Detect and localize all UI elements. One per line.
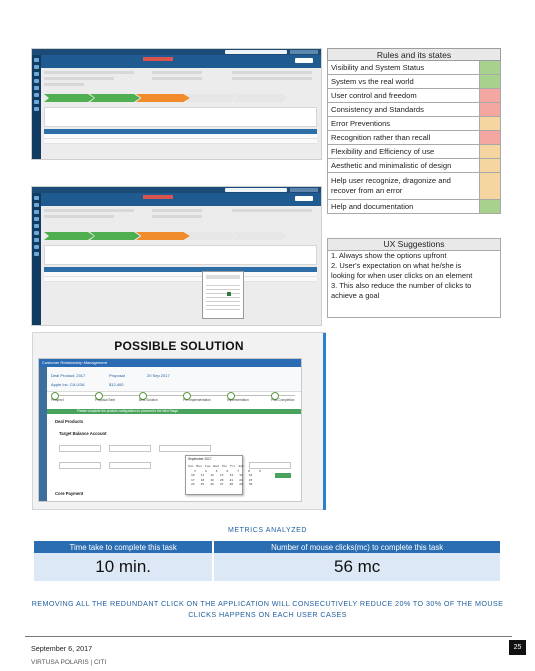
stage-path[interactable] xyxy=(44,232,311,240)
path-step[interactable]: Implementation xyxy=(227,398,249,402)
record-stage: Proposal xyxy=(109,373,125,378)
metrics-title: METRICS ANALYZED xyxy=(227,527,308,534)
crm-record-header: Deal Product, 2017 Apple Inc. CA USA Pro… xyxy=(47,367,301,392)
crm-sidebar xyxy=(39,367,47,501)
calendar-grid[interactable]: Sun Mon Tue Wed Thu Fri Sat 3 4 5 6 7 8 … xyxy=(188,464,261,486)
error-banner xyxy=(143,57,173,61)
crm-app-title: Customer Relationship Management xyxy=(42,360,107,365)
footer-date: September 6, 2017 xyxy=(31,644,93,653)
rule-label: Consistency and Standards xyxy=(327,102,480,117)
path-step[interactable]: Proposal Sent xyxy=(95,398,116,402)
rule-state-swatch xyxy=(479,74,501,89)
rule-state-swatch xyxy=(479,60,501,75)
rule-state-swatch xyxy=(479,130,501,145)
metrics-note: REMOVING ALL THE REDUNDANT CLICK ON THE … xyxy=(31,599,504,619)
crm-topbar: Customer Relationship Management xyxy=(39,359,301,367)
rule-label: Aesthetic and minimalistic of design xyxy=(327,158,480,173)
text-field[interactable] xyxy=(59,462,101,469)
section-target-balance: Target Balance Account xyxy=(59,431,107,436)
app-topbar xyxy=(32,49,321,55)
rule-state-swatch xyxy=(479,144,501,159)
date-field[interactable] xyxy=(159,445,211,452)
rule-label: Visibility and System Status xyxy=(327,60,480,75)
ux-suggestion-line: looking for when user clicks on an eleme… xyxy=(331,271,473,280)
metric-value-clicks: 56 mc xyxy=(213,553,500,581)
ux-suggestion-line: 1. Always show the options upfront xyxy=(331,251,447,260)
record-account[interactable]: Apple Inc. CA USA xyxy=(51,382,85,387)
info-banner-text: Please complete the product configuratio… xyxy=(77,409,179,413)
calendar-month: September 2017 xyxy=(188,457,212,461)
metric-header-time: Time take to complete this task xyxy=(34,541,215,553)
stage-path[interactable]: Prospect Proposal Sent Best Solution Pre… xyxy=(51,392,295,402)
solution-title: POSSIBLE SOLUTION xyxy=(114,339,244,353)
record-action-button[interactable] xyxy=(295,196,313,201)
rule-state-swatch xyxy=(479,158,501,173)
footer-company: VIRTUSA POLARIS | CITI xyxy=(31,659,107,666)
rule-label: System vs the real world xyxy=(327,74,480,89)
record-name[interactable]: Deal Product, 2017 xyxy=(51,373,86,378)
text-field[interactable] xyxy=(249,462,291,469)
footer-divider xyxy=(25,636,512,637)
rule-label: User control and freedom xyxy=(327,88,480,103)
section-deal-products: Deal Products xyxy=(55,419,84,424)
calendar-popup[interactable]: September 2017 Sun Mon Tue Wed Thu Fri S… xyxy=(185,455,261,495)
ux-suggestions-header: UX Suggestions xyxy=(328,239,500,251)
info-banner: Please complete the product configuratio… xyxy=(47,409,301,414)
rule-state-swatch xyxy=(479,199,501,214)
rule-label: Help and documentation xyxy=(327,199,480,214)
record-amount: $12,400 xyxy=(109,382,124,387)
rule-state-swatch xyxy=(479,172,501,200)
path-step[interactable]: Post Completion xyxy=(271,398,295,402)
toolbar-icons[interactable] xyxy=(290,50,318,54)
metric-value-time: 10 min. xyxy=(34,553,215,581)
search-input[interactable] xyxy=(225,50,287,54)
ux-suggestion-line: achieve a goal xyxy=(331,291,380,300)
search-input[interactable] xyxy=(225,188,287,192)
path-step[interactable]: Prospect xyxy=(51,398,64,402)
path-step[interactable]: Pre-Implementation xyxy=(183,398,211,402)
record-close-date: 20 Sep 2017 xyxy=(147,373,170,378)
rule-state-swatch xyxy=(479,116,501,131)
dropdown-field[interactable] xyxy=(109,445,151,452)
screenshot-before-1 xyxy=(31,48,322,160)
rule-label: Help user recognize, dragonize and recov… xyxy=(327,172,480,200)
section-core-payment: Core Payment xyxy=(55,491,84,496)
app-sidebar xyxy=(32,55,41,159)
screenshot-before-2 xyxy=(31,186,322,326)
date-picker-popup[interactable] xyxy=(202,271,244,319)
path-step[interactable]: Best Solution xyxy=(139,398,158,402)
text-field[interactable] xyxy=(109,462,151,469)
record-header xyxy=(41,55,321,68)
metrics-table: Time take to complete this task Number o… xyxy=(34,541,500,581)
record-header xyxy=(41,193,321,206)
rule-label: Flexibility and Efficiency of use xyxy=(327,144,480,159)
ux-suggestion-line: 3. This also reduce the number of clicks… xyxy=(331,281,472,290)
error-banner xyxy=(143,195,173,199)
text-field[interactable] xyxy=(59,445,101,452)
app-topbar xyxy=(32,187,321,193)
solution-screenshot: Customer Relationship Management Deal Pr… xyxy=(38,358,302,502)
toolbar-icons[interactable] xyxy=(290,188,318,192)
rules-states-table: Rules and its states Visibility and Syst… xyxy=(327,48,501,214)
record-action-button[interactable] xyxy=(295,58,313,63)
rule-label: Recognition rather than recall xyxy=(327,130,480,145)
ux-suggestions-box: UX Suggestions 1. Always show the option… xyxy=(327,238,501,318)
page-number: 25 xyxy=(509,640,526,655)
rule-label: Error Preventions xyxy=(327,116,480,131)
accent-bar xyxy=(323,333,326,510)
stage-path[interactable] xyxy=(44,94,311,102)
rule-state-swatch xyxy=(479,102,501,117)
rule-state-swatch xyxy=(479,88,501,103)
metric-header-clicks: Number of mouse clicks(mc) to complete t… xyxy=(213,541,500,553)
app-sidebar xyxy=(32,193,41,325)
rules-table-header: Rules and its states xyxy=(327,48,501,61)
ux-suggestion-line: 2. User's expectation on what he/she is xyxy=(331,261,462,270)
save-button[interactable] xyxy=(275,473,291,478)
